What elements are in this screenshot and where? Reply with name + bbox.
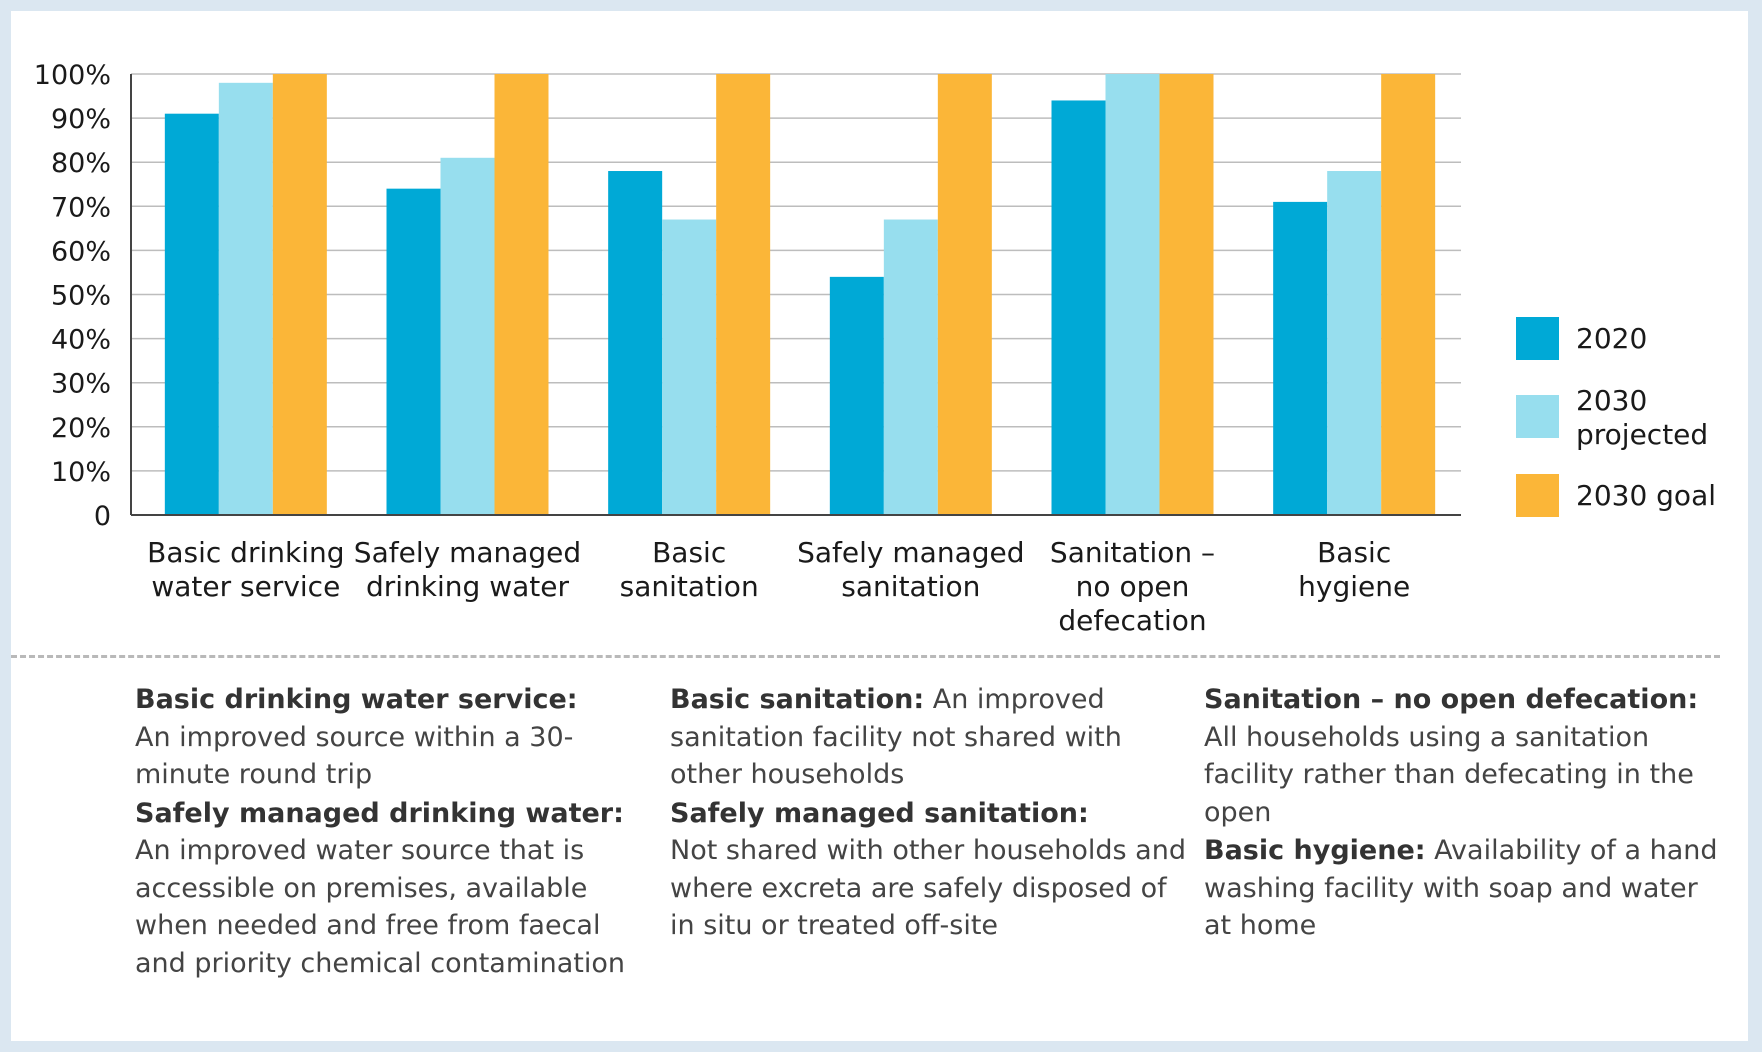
legend-label: 2020 bbox=[1576, 322, 1647, 355]
chart-card: 0 10% 20% 30% 40% 50% 60% 70% 80% 90% 100% Basic d… bbox=[11, 11, 1748, 1041]
y-tick-label: 60% bbox=[51, 236, 111, 267]
legend-label: 2030 bbox=[1576, 384, 1647, 417]
definitions-column-1: Basic drinking water service: An improved… bbox=[135, 681, 655, 983]
y-tick-label: 90% bbox=[51, 104, 111, 135]
y-tick-label: 50% bbox=[51, 281, 111, 312]
legend-swatch bbox=[1516, 395, 1559, 438]
x-category-label: hygiene bbox=[1298, 570, 1410, 603]
definition-text: Not shared with other households and whe… bbox=[670, 835, 1186, 941]
x-category-label: Basic bbox=[652, 536, 726, 569]
definition-block: Basic hygiene: Availability of a hand wa… bbox=[1204, 832, 1724, 945]
definition-block: Sanitation – no open defecation: All hous… bbox=[1204, 681, 1724, 831]
x-category-label: Safely managed bbox=[797, 536, 1024, 569]
x-category-label: Sanitation – bbox=[1050, 536, 1215, 569]
definitions-column-2: Basic sanitation: An improved sanitation… bbox=[670, 681, 1190, 946]
bars bbox=[164, 74, 1436, 516]
y-tick-label: 10% bbox=[51, 457, 111, 488]
bar bbox=[1051, 100, 1106, 516]
legend-label: projected bbox=[1576, 418, 1708, 451]
definition-text: An improved water source that is accessi… bbox=[135, 835, 626, 979]
y-tick-label: 0 bbox=[94, 501, 111, 532]
bar bbox=[937, 74, 992, 515]
definition-text: Availability of a hand washing facility … bbox=[1204, 835, 1718, 941]
bar bbox=[829, 276, 884, 515]
definition-term: Basic drinking water service: bbox=[135, 684, 578, 715]
legend-swatch bbox=[1516, 317, 1559, 360]
legend-swatch bbox=[1516, 474, 1559, 517]
definition-block: Basic drinking water service: An improved… bbox=[135, 681, 655, 794]
definition-text: All households using a sanitation facili… bbox=[1204, 721, 1694, 828]
x-category-label: no open bbox=[1076, 570, 1190, 603]
x-category-label: water service bbox=[151, 570, 340, 603]
definition-term: Sanitation – no open defecation: bbox=[1204, 684, 1699, 715]
x-category-label: sanitation bbox=[841, 570, 980, 603]
definition-text: An improved source within a 30-minute ro… bbox=[135, 721, 574, 791]
bar-chart: 0 10% 20% 30% 40% 50% 60% 70% 80% 90% 100% Basic d… bbox=[34, 60, 1716, 637]
bar bbox=[218, 82, 273, 515]
legend-label: 2030 goal bbox=[1576, 479, 1716, 512]
definition-block: Basic sanitation: An improved sanitation… bbox=[670, 681, 1190, 794]
definition-term: Basic sanitation: bbox=[670, 684, 925, 715]
y-axis-tick-labels: 0 10% 20% 30% 40% 50% 60% 70% 80% 90% 100% bbox=[34, 60, 111, 532]
definition-term: Safely managed sanitation: bbox=[670, 797, 1089, 829]
bar bbox=[272, 74, 327, 515]
bar bbox=[716, 74, 771, 515]
bar bbox=[440, 157, 495, 516]
x-category-label: Basic drinking bbox=[147, 536, 344, 569]
bar bbox=[164, 113, 219, 515]
y-tick-label: 70% bbox=[51, 192, 111, 223]
bar bbox=[1273, 201, 1328, 515]
bar bbox=[1327, 171, 1382, 515]
y-tick-label: 40% bbox=[51, 325, 111, 356]
x-category-label: defecation bbox=[1058, 604, 1206, 637]
bar bbox=[662, 219, 717, 515]
definition-term: Basic hygiene: bbox=[1204, 835, 1426, 866]
y-tick-label: 30% bbox=[51, 369, 111, 400]
x-category-label: sanitation bbox=[620, 570, 759, 603]
bar bbox=[1105, 74, 1160, 515]
x-category-label: drinking water bbox=[366, 570, 569, 603]
axes bbox=[130, 74, 1461, 516]
bar bbox=[883, 219, 938, 515]
dashed-divider bbox=[11, 655, 1720, 658]
bar bbox=[386, 188, 441, 515]
x-category-label: Safely managed bbox=[354, 536, 581, 569]
y-tick-label: 20% bbox=[51, 413, 111, 444]
definition-text: An improved sanitation facility not shar… bbox=[670, 684, 1122, 790]
x-category-label: Basic bbox=[1317, 536, 1391, 569]
bar bbox=[608, 171, 663, 515]
y-tick-label: 100% bbox=[34, 60, 111, 91]
definition-term: Safely managed drinking water: bbox=[135, 797, 624, 829]
gridlines bbox=[131, 73, 1461, 472]
definitions-column-3: Sanitation – no open defecation: All hous… bbox=[1204, 681, 1724, 946]
definition-block: Safely managed sanitation: Not shared wit… bbox=[670, 795, 1190, 945]
definition-block: Safely managed drinking water: An improve… bbox=[135, 795, 655, 983]
bar bbox=[1159, 74, 1214, 515]
bar bbox=[1381, 74, 1436, 515]
y-tick-label: 80% bbox=[51, 148, 111, 179]
bar bbox=[494, 74, 549, 515]
